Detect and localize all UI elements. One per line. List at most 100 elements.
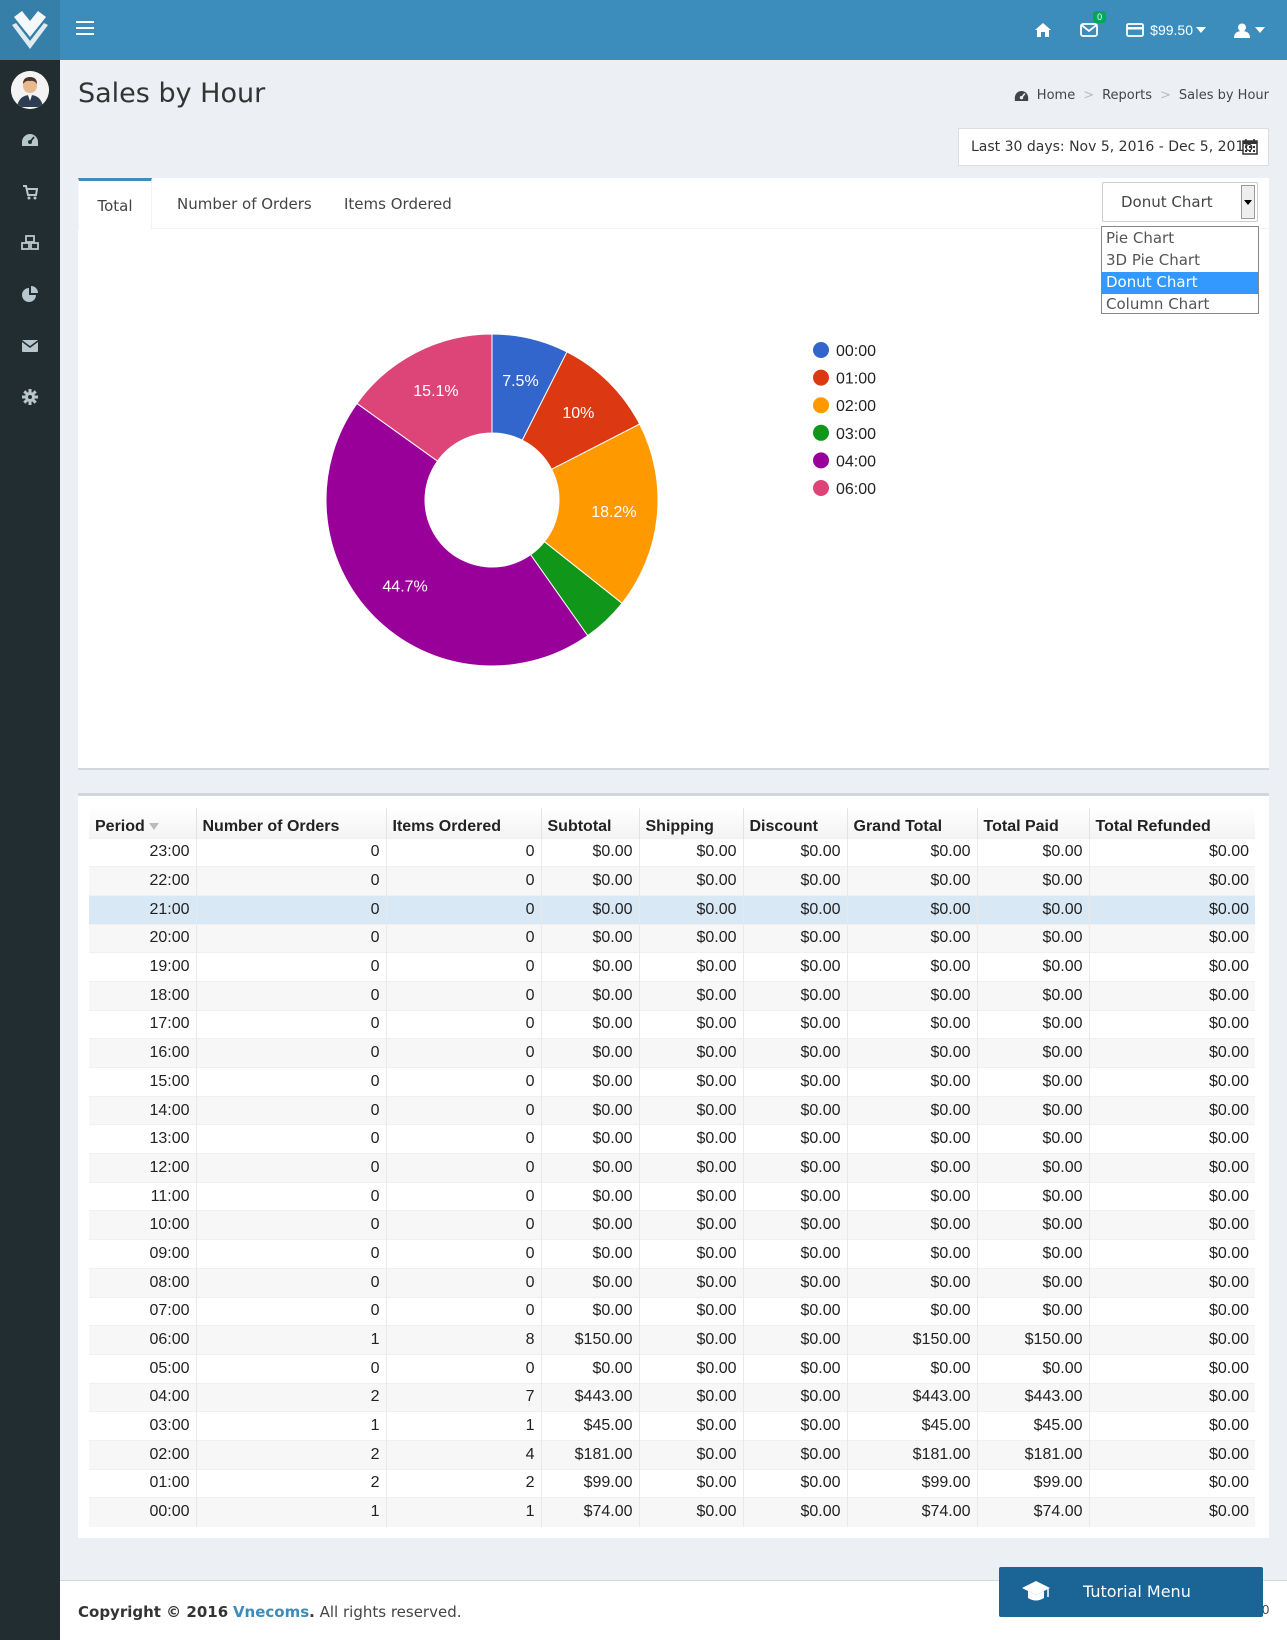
sidebar-item-orders[interactable] <box>0 172 60 212</box>
dashboard-icon <box>1014 90 1028 101</box>
sidebar-item-reports[interactable] <box>0 274 60 314</box>
dashboard-icon <box>22 134 38 146</box>
table-row[interactable]: 00:00 1 1 $74.00 $0.00 $0.00 $74.00 $74.00 $0.00 <box>89 1497 1255 1527</box>
tab-items-ordered[interactable]: Items Ordered <box>344 194 452 213</box>
legend-label[interactable]: 00:00 <box>836 343 876 360</box>
legend-label[interactable]: 03:00 <box>836 426 876 443</box>
legend-swatch[interactable] <box>813 424 829 441</box>
copyright-prefix: Copyright © 2016 <box>78 1603 229 1621</box>
column-header-period[interactable]: Period <box>89 808 197 838</box>
table-cell: 03:00 <box>89 1411 197 1441</box>
legend-label[interactable]: 01:00 <box>836 371 876 388</box>
chart-type-option-3d-pie[interactable]: 3D Pie Chart <box>1106 251 1200 269</box>
table-row[interactable]: 04:00 2 7 $443.00 $0.00 $0.00 $443.00 $443.00 $0… <box>89 1382 1255 1412</box>
table-row[interactable]: 10:00 0 0 $0.00 $0.00 $0.00 $0.00 $0.00 $0.00 <box>89 1210 1255 1240</box>
table-cell: $0.00 <box>1089 1239 1255 1269</box>
sidebar-toggle-button[interactable] <box>76 21 94 37</box>
legend-label[interactable]: 06:00 <box>836 481 876 498</box>
table-row[interactable]: 06:00 1 8 $150.00 $0.00 $0.00 $150.00 $150.00 $0… <box>89 1325 1255 1355</box>
table-row[interactable]: 14:00 0 0 $0.00 $0.00 $0.00 $0.00 $0.00 $0.00 <box>89 1095 1255 1125</box>
table-row[interactable]: 02:00 2 4 $181.00 $0.00 $0.00 $181.00 $181.00 $0… <box>89 1439 1255 1470</box>
donut-slice-02:00[interactable] <box>543 423 659 604</box>
sidebar-item-products[interactable] <box>0 223 60 263</box>
table-row[interactable]: 01:00 2 2 $99.00 $0.00 $0.00 $99.00 $99.00 $0.00 <box>89 1468 1255 1498</box>
balance-amount: $99.50 <box>1150 22 1193 38</box>
date-range-picker[interactable]: Last 30 days: Nov 5, 2016 - Dec 5, 2016 <box>958 128 1269 166</box>
table-row[interactable]: 18:00 0 0 $0.00 $0.00 $0.00 $0.00 $0.00 $0.00 <box>89 980 1255 1011</box>
table-cell: $443.00 <box>977 1382 1090 1412</box>
table-row[interactable]: 11:00 0 0 $0.00 $0.00 $0.00 $0.00 $0.00 $0.00 <box>89 1181 1255 1211</box>
legend-swatch[interactable] <box>813 342 829 358</box>
caret-down-icon <box>1255 27 1265 33</box>
breadcrumb-home[interactable]: Home <box>1036 88 1076 103</box>
table-row[interactable]: 12:00 0 0 $0.00 $0.00 $0.00 $0.00 $0.00 $0.00 <box>89 1153 1255 1183</box>
table-row[interactable]: 21:00 0 0 $0.00 $0.00 $0.00 $0.00 $0.00 $0.00 <box>89 894 1255 925</box>
balance-nav-button[interactable]: $99.50 <box>1112 0 1220 60</box>
company-link[interactable]: Vnecoms <box>232 1603 310 1621</box>
legend-swatch[interactable] <box>813 480 829 496</box>
column-header-total-paid[interactable]: Total Paid <box>977 808 1090 838</box>
chart-type-option-pie[interactable]: Pie Chart <box>1106 229 1175 247</box>
sidebar-item-dashboard[interactable] <box>0 120 60 160</box>
home-nav-button[interactable] <box>1020 0 1066 60</box>
select-arrow[interactable] <box>1241 185 1255 219</box>
legend-label[interactable]: 04:00 <box>836 453 876 470</box>
table-cell: $0.00 <box>847 1239 978 1269</box>
chart-type-option-donut[interactable]: Donut Chart <box>1102 272 1258 294</box>
brand-logo[interactable] <box>0 0 60 60</box>
legend-label[interactable]: 02:00 <box>836 398 876 415</box>
table-row[interactable]: 08:00 0 0 $0.00 $0.00 $0.00 $0.00 $0.00 $0.00 <box>89 1267 1255 1297</box>
table-row[interactable]: 13:00 0 0 $0.00 $0.00 $0.00 $0.00 $0.00 $0.00 <box>89 1124 1255 1154</box>
table-cell: 10:00 <box>89 1210 197 1240</box>
table-cell: $0.00 <box>639 1124 744 1154</box>
table-row[interactable]: 20:00 0 0 $0.00 $0.00 $0.00 $0.00 $0.00 $0.00 <box>89 923 1255 953</box>
column-header-total-refunded[interactable]: Total Refunded <box>1089 808 1255 838</box>
table-cell: 2 <box>196 1382 387 1412</box>
table-cell: $0.00 <box>639 837 744 867</box>
user-avatar[interactable] <box>11 71 49 109</box>
donut-slice-04:00[interactable] <box>325 402 589 667</box>
tab-total[interactable]: Total <box>78 178 152 230</box>
legend-swatch[interactable] <box>813 397 829 414</box>
column-header-discount[interactable]: Discount <box>743 808 848 838</box>
donut-slice-06:00[interactable] <box>356 333 493 462</box>
table-cell: $0.00 <box>977 1038 1090 1068</box>
table-cell: $0.00 <box>977 1009 1090 1039</box>
legend-swatch[interactable] <box>813 369 829 386</box>
user-menu-button[interactable] <box>1220 0 1287 60</box>
table-cell: 0 <box>386 894 542 925</box>
table-row[interactable]: 07:00 0 0 $0.00 $0.00 $0.00 $0.00 $0.00 $0.00 <box>89 1296 1255 1326</box>
table-row[interactable]: 16:00 0 0 $0.00 $0.00 $0.00 $0.00 $0.00 $0.00 <box>89 1038 1255 1068</box>
table-row[interactable]: 03:00 1 1 $45.00 $0.00 $0.00 $45.00 $45.00 $0.00 <box>89 1411 1255 1441</box>
tab-number-of-orders[interactable]: Number of Orders <box>177 194 312 213</box>
table-cell: 0 <box>196 837 387 867</box>
table-cell: 0 <box>196 1181 387 1211</box>
column-header-shipping[interactable]: Shipping <box>639 808 744 838</box>
sidebar <box>0 60 60 1640</box>
table-cell: $0.00 <box>639 1038 744 1068</box>
chart-type-select[interactable]: Donut Chart <box>1102 182 1258 222</box>
breadcrumb-reports[interactable]: Reports <box>1102 88 1152 103</box>
table-cell: $0.00 <box>743 1439 848 1470</box>
chart-type-option-column[interactable]: Column Chart <box>1106 295 1210 313</box>
column-header-items-ordered[interactable]: Items Ordered <box>386 808 542 838</box>
legend-swatch[interactable] <box>813 452 829 469</box>
sales-report-table: Period Number of Orders Items Ordered Su… <box>89 808 1255 1527</box>
messages-nav-button[interactable]: 0 <box>1066 0 1112 60</box>
sidebar-item-messages[interactable] <box>0 326 60 366</box>
table-row[interactable]: 15:00 0 0 $0.00 $0.00 $0.00 $0.00 $0.00 $0.00 <box>89 1067 1255 1097</box>
column-header-number-of-orders[interactable]: Number of Orders <box>196 808 387 838</box>
table-row[interactable]: 22:00 0 0 $0.00 $0.00 $0.00 $0.00 $0.00 $0.00 <box>89 866 1255 896</box>
column-header-subtotal[interactable]: Subtotal <box>541 808 640 838</box>
table-row[interactable]: 05:00 0 0 $0.00 $0.00 $0.00 $0.00 $0.00 $0.00 <box>89 1353 1255 1384</box>
table-row[interactable]: 23:00 0 0 $0.00 $0.00 $0.00 $0.00 $0.00 $0.00 <box>89 837 1255 867</box>
table-cell: $0.00 <box>541 1181 640 1211</box>
footer-version-fragment: 0 <box>1262 1602 1270 1617</box>
table-row[interactable]: 17:00 0 0 $0.00 $0.00 $0.00 $0.00 $0.00 $0.00 <box>89 1009 1255 1039</box>
column-header-grand-total[interactable]: Grand Total <box>847 808 978 838</box>
tutorial-menu-button[interactable]: Tutorial Menu <box>999 1567 1263 1617</box>
sidebar-item-settings[interactable] <box>0 377 60 417</box>
table-row[interactable]: 19:00 0 0 $0.00 $0.00 $0.00 $0.00 $0.00 $0.00 <box>89 952 1255 982</box>
table-row[interactable]: 09:00 0 0 $0.00 $0.00 $0.00 $0.00 $0.00 $0.00 <box>89 1239 1255 1269</box>
table-cell: $0.00 <box>639 923 744 953</box>
